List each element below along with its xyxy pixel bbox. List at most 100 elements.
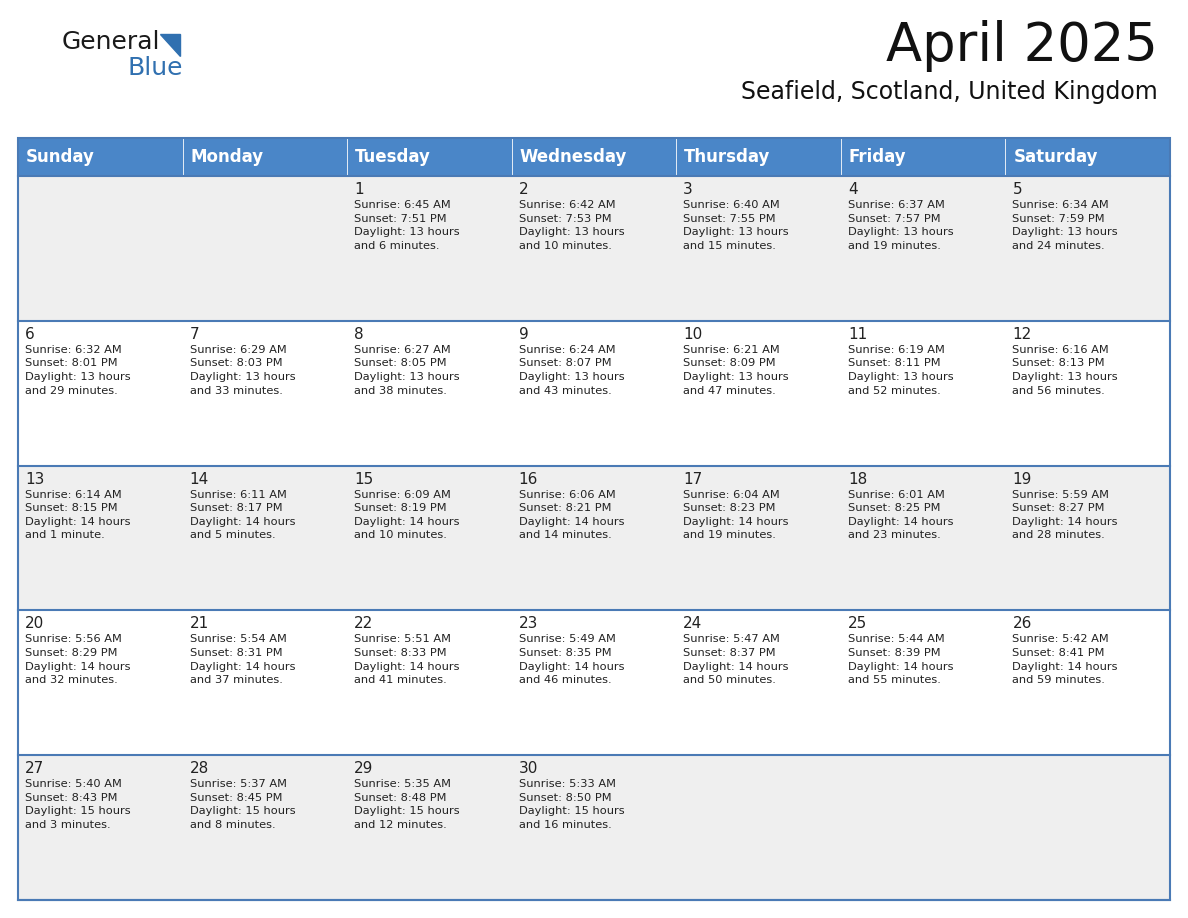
Text: Sunrise: 6:27 AM
Sunset: 8:05 PM
Daylight: 13 hours
and 38 minutes.: Sunrise: 6:27 AM Sunset: 8:05 PM Dayligh…	[354, 345, 460, 396]
Text: Sunrise: 5:35 AM
Sunset: 8:48 PM
Daylight: 15 hours
and 12 minutes.: Sunrise: 5:35 AM Sunset: 8:48 PM Dayligh…	[354, 779, 460, 830]
Bar	[18, 610, 183, 756]
Bar	[18, 138, 1170, 900]
Text: Sunrise: 6:45 AM
Sunset: 7:51 PM
Daylight: 13 hours
and 6 minutes.: Sunrise: 6:45 AM Sunset: 7:51 PM Dayligh…	[354, 200, 460, 251]
Text: Monday: Monday	[190, 148, 264, 166]
Bar	[1005, 320, 1170, 465]
Text: April 2025: April 2025	[886, 20, 1158, 72]
Text: Sunrise: 6:34 AM
Sunset: 7:59 PM
Daylight: 13 hours
and 24 minutes.: Sunrise: 6:34 AM Sunset: 7:59 PM Dayligh…	[1012, 200, 1118, 251]
Text: Tuesday: Tuesday	[355, 148, 431, 166]
Text: Sunrise: 6:11 AM
Sunset: 8:17 PM
Daylight: 14 hours
and 5 minutes.: Sunrise: 6:11 AM Sunset: 8:17 PM Dayligh…	[190, 489, 295, 541]
Text: Sunrise: 6:19 AM
Sunset: 8:11 PM
Daylight: 13 hours
and 52 minutes.: Sunrise: 6:19 AM Sunset: 8:11 PM Dayligh…	[848, 345, 954, 396]
Bar	[347, 756, 512, 900]
Text: Sunrise: 5:51 AM
Sunset: 8:33 PM
Daylight: 14 hours
and 41 minutes.: Sunrise: 5:51 AM Sunset: 8:33 PM Dayligh…	[354, 634, 460, 685]
Text: Sunrise: 6:01 AM
Sunset: 8:25 PM
Daylight: 14 hours
and 23 minutes.: Sunrise: 6:01 AM Sunset: 8:25 PM Dayligh…	[848, 489, 953, 541]
Text: 21: 21	[190, 616, 209, 632]
Bar	[183, 138, 347, 176]
Text: 24: 24	[683, 616, 702, 632]
Bar	[347, 320, 512, 465]
Text: 2: 2	[519, 182, 529, 197]
Text: 13: 13	[25, 472, 44, 487]
Bar	[512, 465, 676, 610]
Text: 8: 8	[354, 327, 364, 341]
Text: Sunrise: 5:56 AM
Sunset: 8:29 PM
Daylight: 14 hours
and 32 minutes.: Sunrise: 5:56 AM Sunset: 8:29 PM Dayligh…	[25, 634, 131, 685]
Text: Seafield, Scotland, United Kingdom: Seafield, Scotland, United Kingdom	[741, 80, 1158, 104]
Text: Sunrise: 6:16 AM
Sunset: 8:13 PM
Daylight: 13 hours
and 56 minutes.: Sunrise: 6:16 AM Sunset: 8:13 PM Dayligh…	[1012, 345, 1118, 396]
Text: Sunrise: 6:24 AM
Sunset: 8:07 PM
Daylight: 13 hours
and 43 minutes.: Sunrise: 6:24 AM Sunset: 8:07 PM Dayligh…	[519, 345, 625, 396]
Bar	[347, 176, 512, 320]
Bar	[676, 756, 841, 900]
Text: 23: 23	[519, 616, 538, 632]
Text: 30: 30	[519, 761, 538, 777]
Text: 16: 16	[519, 472, 538, 487]
Text: General: General	[62, 30, 160, 54]
Text: Sunrise: 5:54 AM
Sunset: 8:31 PM
Daylight: 14 hours
and 37 minutes.: Sunrise: 5:54 AM Sunset: 8:31 PM Dayligh…	[190, 634, 295, 685]
Bar	[18, 176, 183, 320]
Bar	[841, 138, 1005, 176]
Text: Sunrise: 5:33 AM
Sunset: 8:50 PM
Daylight: 15 hours
and 16 minutes.: Sunrise: 5:33 AM Sunset: 8:50 PM Dayligh…	[519, 779, 625, 830]
Bar	[18, 756, 183, 900]
Text: Friday: Friday	[849, 148, 906, 166]
Text: Sunrise: 6:06 AM
Sunset: 8:21 PM
Daylight: 14 hours
and 14 minutes.: Sunrise: 6:06 AM Sunset: 8:21 PM Dayligh…	[519, 489, 624, 541]
Text: 22: 22	[354, 616, 373, 632]
Text: Blue: Blue	[128, 56, 183, 80]
Bar	[18, 465, 183, 610]
Bar	[512, 320, 676, 465]
Bar	[1005, 465, 1170, 610]
Text: 9: 9	[519, 327, 529, 341]
Text: 11: 11	[848, 327, 867, 341]
Bar	[1005, 610, 1170, 756]
Bar	[347, 610, 512, 756]
Polygon shape	[160, 34, 181, 56]
Bar	[347, 465, 512, 610]
Text: 19: 19	[1012, 472, 1032, 487]
Bar	[183, 320, 347, 465]
Bar	[841, 176, 1005, 320]
Bar	[512, 138, 676, 176]
Text: Sunrise: 5:47 AM
Sunset: 8:37 PM
Daylight: 14 hours
and 50 minutes.: Sunrise: 5:47 AM Sunset: 8:37 PM Dayligh…	[683, 634, 789, 685]
Text: 29: 29	[354, 761, 373, 777]
Bar	[841, 610, 1005, 756]
Bar	[676, 465, 841, 610]
Text: 15: 15	[354, 472, 373, 487]
Bar	[512, 756, 676, 900]
Bar	[18, 138, 183, 176]
Text: 4: 4	[848, 182, 858, 197]
Text: 27: 27	[25, 761, 44, 777]
Text: Sunrise: 6:32 AM
Sunset: 8:01 PM
Daylight: 13 hours
and 29 minutes.: Sunrise: 6:32 AM Sunset: 8:01 PM Dayligh…	[25, 345, 131, 396]
Text: 1: 1	[354, 182, 364, 197]
Bar	[1005, 756, 1170, 900]
Bar	[347, 138, 512, 176]
Text: Sunrise: 6:29 AM
Sunset: 8:03 PM
Daylight: 13 hours
and 33 minutes.: Sunrise: 6:29 AM Sunset: 8:03 PM Dayligh…	[190, 345, 295, 396]
Text: Sunrise: 5:49 AM
Sunset: 8:35 PM
Daylight: 14 hours
and 46 minutes.: Sunrise: 5:49 AM Sunset: 8:35 PM Dayligh…	[519, 634, 624, 685]
Text: Saturday: Saturday	[1013, 148, 1098, 166]
Bar	[676, 320, 841, 465]
Text: Sunrise: 6:42 AM
Sunset: 7:53 PM
Daylight: 13 hours
and 10 minutes.: Sunrise: 6:42 AM Sunset: 7:53 PM Dayligh…	[519, 200, 625, 251]
Text: Sunrise: 6:04 AM
Sunset: 8:23 PM
Daylight: 14 hours
and 19 minutes.: Sunrise: 6:04 AM Sunset: 8:23 PM Dayligh…	[683, 489, 789, 541]
Bar	[841, 465, 1005, 610]
Bar	[183, 176, 347, 320]
Bar	[676, 176, 841, 320]
Text: Wednesday: Wednesday	[519, 148, 627, 166]
Text: Sunrise: 6:40 AM
Sunset: 7:55 PM
Daylight: 13 hours
and 15 minutes.: Sunrise: 6:40 AM Sunset: 7:55 PM Dayligh…	[683, 200, 789, 251]
Bar	[841, 320, 1005, 465]
Text: 17: 17	[683, 472, 702, 487]
Bar	[841, 756, 1005, 900]
Text: Sunrise: 5:37 AM
Sunset: 8:45 PM
Daylight: 15 hours
and 8 minutes.: Sunrise: 5:37 AM Sunset: 8:45 PM Dayligh…	[190, 779, 295, 830]
Bar	[512, 176, 676, 320]
Bar	[18, 320, 183, 465]
Bar	[676, 138, 841, 176]
Text: 10: 10	[683, 327, 702, 341]
Text: Sunrise: 6:21 AM
Sunset: 8:09 PM
Daylight: 13 hours
and 47 minutes.: Sunrise: 6:21 AM Sunset: 8:09 PM Dayligh…	[683, 345, 789, 396]
Bar	[183, 465, 347, 610]
Text: 18: 18	[848, 472, 867, 487]
Bar	[183, 756, 347, 900]
Text: 26: 26	[1012, 616, 1032, 632]
Text: Thursday: Thursday	[684, 148, 771, 166]
Text: Sunrise: 5:44 AM
Sunset: 8:39 PM
Daylight: 14 hours
and 55 minutes.: Sunrise: 5:44 AM Sunset: 8:39 PM Dayligh…	[848, 634, 953, 685]
Text: 3: 3	[683, 182, 693, 197]
Text: 7: 7	[190, 327, 200, 341]
Text: 5: 5	[1012, 182, 1022, 197]
Text: Sunrise: 6:14 AM
Sunset: 8:15 PM
Daylight: 14 hours
and 1 minute.: Sunrise: 6:14 AM Sunset: 8:15 PM Dayligh…	[25, 489, 131, 541]
Bar	[183, 610, 347, 756]
Text: Sunrise: 5:59 AM
Sunset: 8:27 PM
Daylight: 14 hours
and 28 minutes.: Sunrise: 5:59 AM Sunset: 8:27 PM Dayligh…	[1012, 489, 1118, 541]
